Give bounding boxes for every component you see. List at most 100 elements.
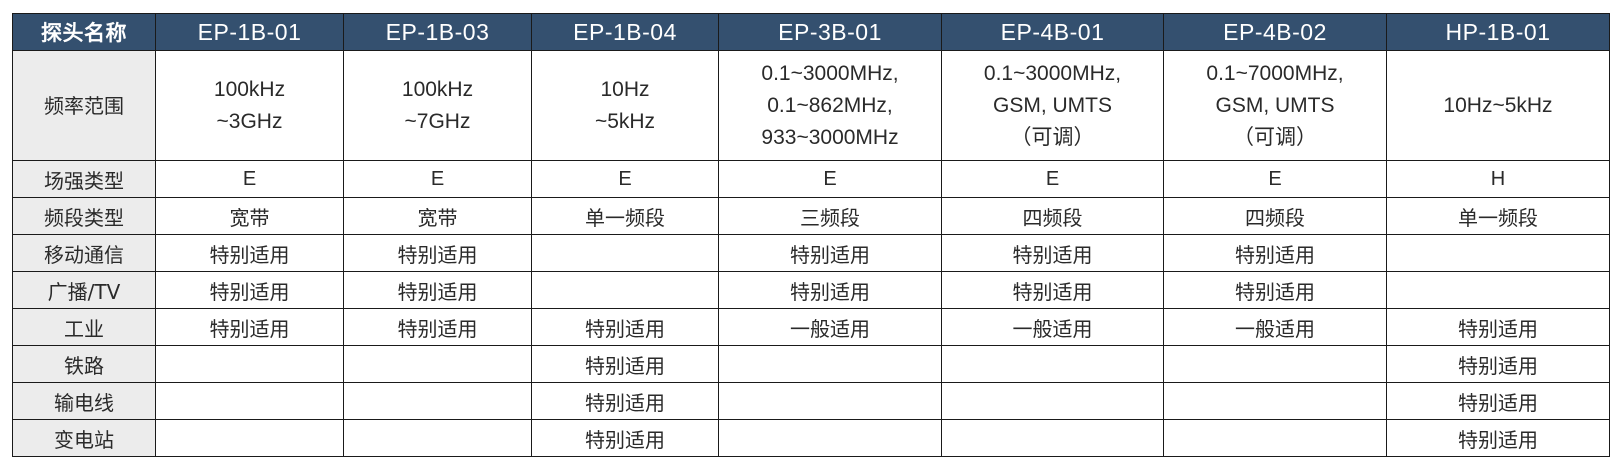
- table-row: 广播/TV 特别适用 特别适用 特别适用 特别适用 特别适用: [12, 271, 1610, 309]
- table-cell: 特别适用: [155, 234, 344, 272]
- cell-line: GSM, UMTS: [1215, 93, 1335, 117]
- header-probe-name: 探头名称: [12, 13, 156, 51]
- header-probe: HP-1B-01: [1386, 13, 1610, 51]
- table-cell: 特别适用: [1386, 419, 1610, 457]
- table-row: 频率范围 100kHz ~3GHz 100kHz ~7GHz 10Hz ~5kHz 0.1~3…: [12, 50, 1610, 161]
- table-cell: 特别适用: [343, 308, 532, 346]
- table-cell: [718, 345, 942, 383]
- table-cell: 特别适用: [718, 234, 942, 272]
- table-row: 工业 特别适用 特别适用 特别适用 一般适用 一般适用 一般适用 特别适用: [12, 308, 1610, 346]
- table-row: 移动通信 特别适用 特别适用 特别适用 特别适用 特别适用: [12, 234, 1610, 272]
- header-probe: EP-1B-04: [531, 13, 719, 51]
- header-probe: EP-1B-01: [155, 13, 344, 51]
- table-cell: E: [155, 160, 344, 198]
- cell-line: （可调）: [1233, 125, 1317, 149]
- cell-line: 933~3000MHz: [761, 125, 899, 149]
- table-cell: 特别适用: [155, 271, 344, 309]
- table-cell: [155, 345, 344, 383]
- table-row: 频段类型 宽带 宽带 单一频段 三频段 四频段 四频段 单一频段: [12, 197, 1610, 235]
- header-probe: EP-4B-02: [1163, 13, 1387, 51]
- cell-line: 100kHz: [401, 77, 474, 101]
- table-row: 场强类型 E E E E E E H: [12, 160, 1610, 198]
- table-cell: 特别适用: [531, 308, 719, 346]
- table-cell: 特别适用: [1163, 271, 1387, 309]
- cell-line: GSM, UMTS: [993, 93, 1112, 117]
- table-cell: 特别适用: [155, 308, 344, 346]
- cell-line: 100kHz: [213, 77, 286, 101]
- table-cell: 100kHz ~7GHz: [343, 50, 532, 161]
- table-cell: 宽带: [155, 197, 344, 235]
- table-cell: [1163, 382, 1387, 420]
- table-cell: 100kHz ~3GHz: [155, 50, 344, 161]
- table-cell: E: [343, 160, 532, 198]
- table-cell: 四频段: [941, 197, 1164, 235]
- header-probe: EP-4B-01: [941, 13, 1164, 51]
- table-cell: 四频段: [1163, 197, 1387, 235]
- table-cell: [941, 419, 1164, 457]
- table-cell: E: [718, 160, 942, 198]
- table-cell: [155, 419, 344, 457]
- table-cell: 特别适用: [531, 345, 719, 383]
- row-label: 铁路: [12, 345, 156, 383]
- table-cell: E: [941, 160, 1164, 198]
- table-row: 输电线 特别适用 特别适用: [12, 382, 1610, 420]
- table-cell: 特别适用: [343, 271, 532, 309]
- table-row: 铁路 特别适用 特别适用: [12, 345, 1610, 383]
- cell-line: ~5kHz: [594, 109, 656, 133]
- table-cell: [941, 345, 1164, 383]
- table-cell: 单一频段: [1386, 197, 1610, 235]
- table-cell: 特别适用: [1386, 345, 1610, 383]
- probe-comparison-table: 探头名称 EP-1B-01 EP-1B-03 EP-1B-04 EP-3B-01…: [12, 13, 1610, 457]
- table-cell: [531, 234, 719, 272]
- cell-line: 0.1~3000MHz,: [761, 61, 899, 85]
- header-row: 探头名称 EP-1B-01 EP-1B-03 EP-1B-04 EP-3B-01…: [12, 13, 1610, 51]
- table-cell: 特别适用: [1386, 382, 1610, 420]
- row-label: 广播/TV: [12, 271, 156, 309]
- table-cell: [343, 345, 532, 383]
- table-cell: [155, 382, 344, 420]
- row-label: 频率范围: [12, 50, 156, 161]
- table-cell: E: [1163, 160, 1387, 198]
- table-cell: 宽带: [343, 197, 532, 235]
- table-cell: 特别适用: [1386, 308, 1610, 346]
- row-label: 移动通信: [12, 234, 156, 272]
- table-cell: E: [531, 160, 719, 198]
- table-cell: [343, 419, 532, 457]
- row-label: 变电站: [12, 419, 156, 457]
- table-cell: 特别适用: [343, 234, 532, 272]
- cell-line: ~7GHz: [404, 109, 471, 133]
- table-cell: 10Hz ~5kHz: [531, 50, 719, 161]
- header-probe: EP-1B-03: [343, 13, 532, 51]
- table-cell: [1386, 271, 1610, 309]
- table-cell: 0.1~3000MHz, GSM, UMTS （可调）: [941, 50, 1164, 161]
- header-probe: EP-3B-01: [718, 13, 942, 51]
- table-cell: 特别适用: [531, 419, 719, 457]
- table-cell: 一般适用: [718, 308, 942, 346]
- row-label: 频段类型: [12, 197, 156, 235]
- table-cell: 特别适用: [718, 271, 942, 309]
- table-cell: H: [1386, 160, 1610, 198]
- table-cell: 一般适用: [1163, 308, 1387, 346]
- table-cell: 单一频段: [531, 197, 719, 235]
- cell-line: 0.1~7000MHz,: [1206, 61, 1344, 85]
- cell-line: （可调）: [1010, 125, 1095, 149]
- table-cell: 一般适用: [941, 308, 1164, 346]
- table-cell: [718, 382, 942, 420]
- table-cell: [531, 271, 719, 309]
- cell-line: 10Hz~5kHz: [1443, 93, 1553, 117]
- row-label: 场强类型: [12, 160, 156, 198]
- table-cell: 0.1~3000MHz, 0.1~862MHz, 933~3000MHz: [718, 50, 942, 161]
- table-cell: 10Hz~5kHz: [1386, 50, 1610, 161]
- table-cell: [1386, 234, 1610, 272]
- cell-line: 10Hz: [600, 77, 650, 101]
- table-cell: 特别适用: [531, 382, 719, 420]
- row-label: 输电线: [12, 382, 156, 420]
- cell-line: 0.1~3000MHz,: [983, 61, 1122, 85]
- table-cell: 0.1~7000MHz, GSM, UMTS （可调）: [1163, 50, 1387, 161]
- table-cell: 特别适用: [941, 271, 1164, 309]
- table-cell: [941, 382, 1164, 420]
- table-cell: [343, 382, 532, 420]
- table-row: 变电站 特别适用 特别适用: [12, 419, 1610, 457]
- table-cell: 特别适用: [1163, 234, 1387, 272]
- table-cell: [1163, 345, 1387, 383]
